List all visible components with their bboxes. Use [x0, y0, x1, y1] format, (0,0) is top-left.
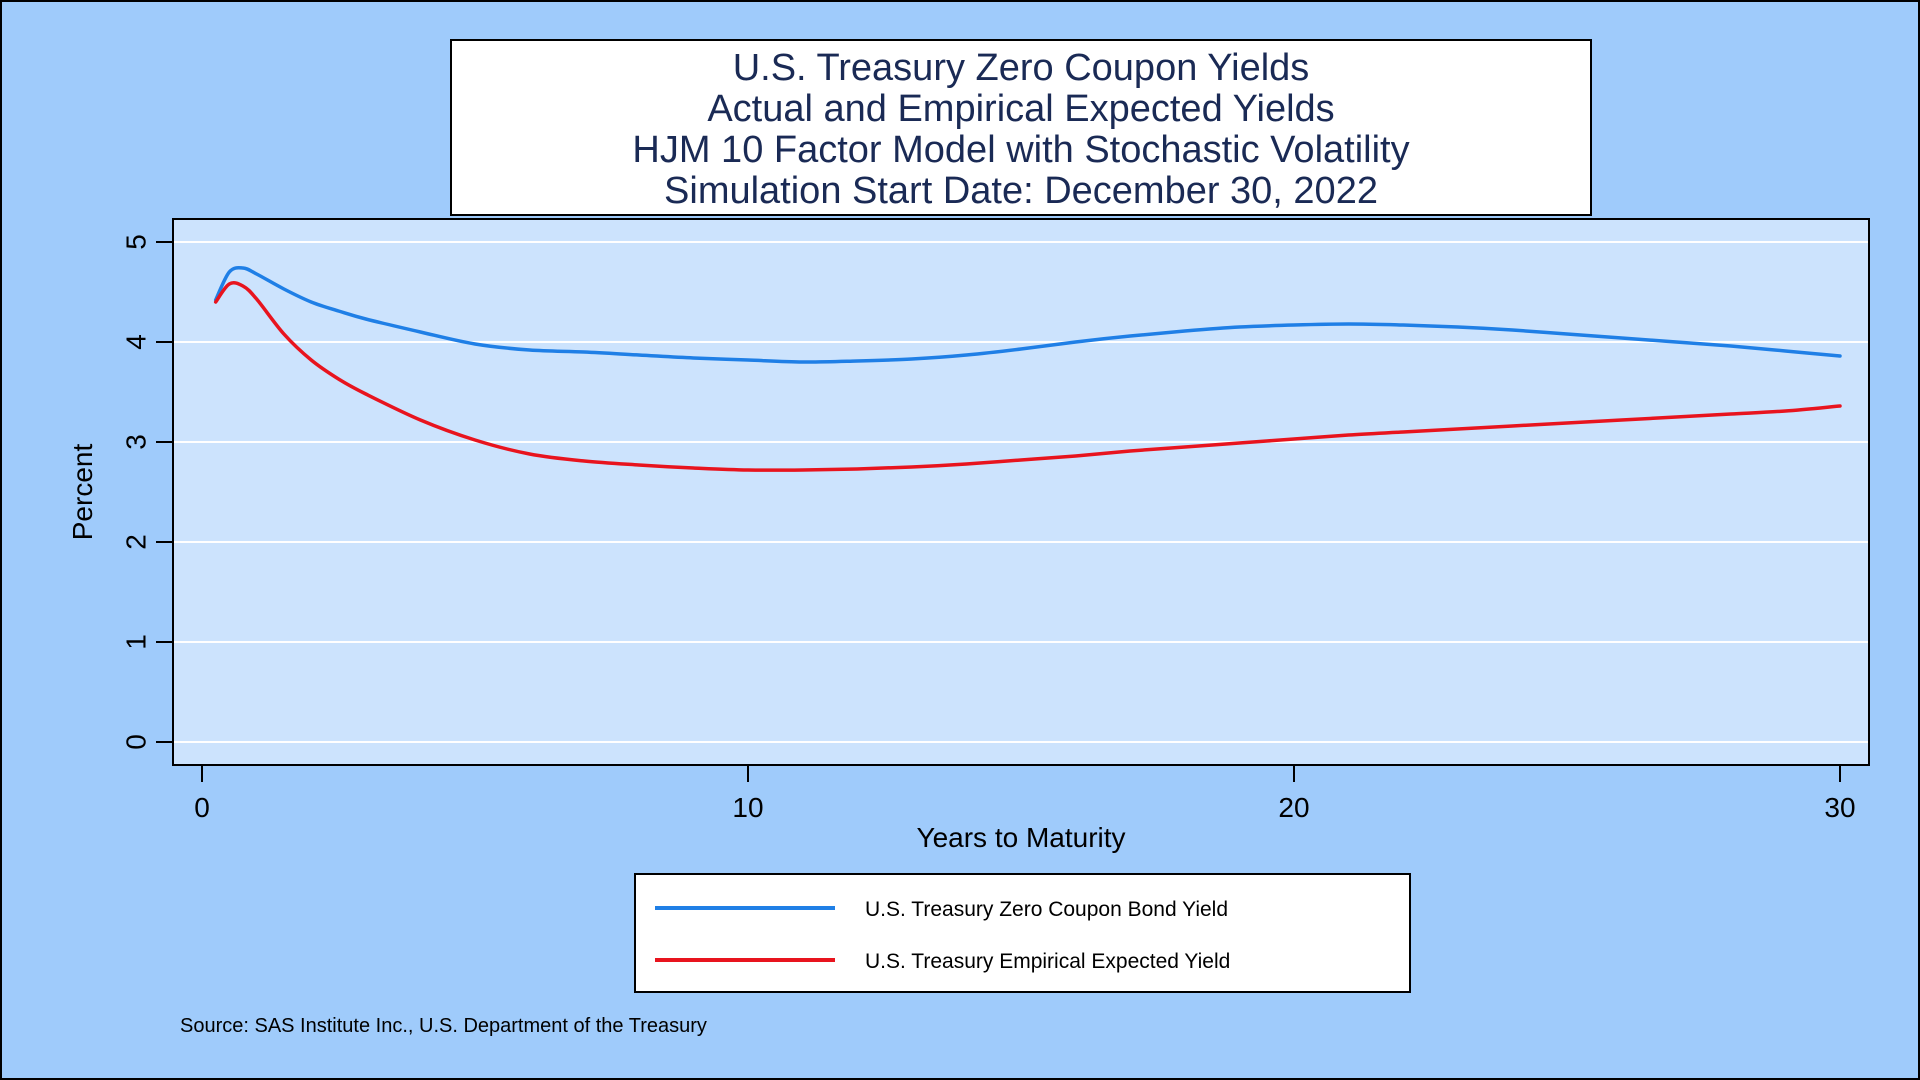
- x-tick-label-2: 20: [1278, 792, 1309, 823]
- x-axis: 0 10 20 30: [194, 765, 1856, 823]
- chart-title-line-4: Simulation Start Date: December 30, 2022: [664, 170, 1378, 212]
- y-tick-label-3: 3: [121, 434, 152, 450]
- plot-area: [172, 218, 1870, 766]
- chart-title-line-2: Actual and Empirical Expected Yields: [707, 88, 1334, 130]
- y-tick-label-4: 4: [121, 334, 152, 350]
- y-tick-label-1: 1: [121, 634, 152, 650]
- x-tick-label-3: 30: [1824, 792, 1855, 823]
- y-axis: 0 1 2 3 4 5: [121, 234, 173, 750]
- y-axis-title: Percent: [67, 444, 98, 541]
- chart-title-line-1: U.S. Treasury Zero Coupon Yields: [733, 47, 1310, 89]
- legend: U.S. Treasury Zero Coupon Bond Yield U.S…: [634, 873, 1411, 993]
- series-line-zero-coupon-bond-yield: [213, 265, 1842, 364]
- y-tick-label-2: 2: [121, 534, 152, 550]
- legend-label-empirical-expected-yield: U.S. Treasury Empirical Expected Yield: [865, 950, 1230, 973]
- y-tick-label-5: 5: [121, 234, 152, 250]
- x-tick-label-0: 0: [194, 792, 210, 823]
- series-lines: [213, 265, 1842, 472]
- title-box: U.S. Treasury Zero Coupon Yields Actual …: [450, 39, 1592, 216]
- legend-label-zero-coupon-bond-yield: U.S. Treasury Zero Coupon Bond Yield: [865, 898, 1228, 921]
- series-line-empirical-expected-yield: [213, 281, 1842, 472]
- y-tick-label-0: 0: [121, 734, 152, 750]
- source-note: Source: SAS Institute Inc., U.S. Departm…: [180, 1015, 707, 1037]
- chart-title-line-3: HJM 10 Factor Model with Stochastic Vola…: [632, 129, 1409, 171]
- x-tick-label-1: 10: [732, 792, 763, 823]
- x-axis-title: Years to Maturity: [916, 822, 1125, 853]
- legend-box: [634, 873, 1411, 993]
